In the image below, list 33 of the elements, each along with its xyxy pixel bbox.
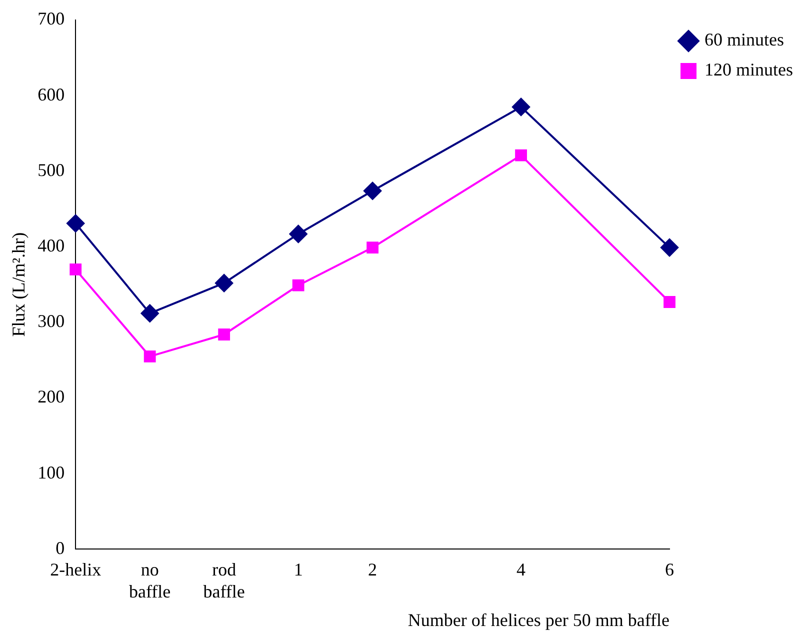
x-tick-label: 4	[516, 560, 526, 580]
point	[70, 264, 82, 276]
point	[664, 296, 676, 308]
point	[289, 224, 308, 243]
y-tick-label: 0	[56, 538, 65, 558]
point	[660, 238, 679, 257]
y-tick-label: 700	[38, 8, 65, 29]
point	[144, 350, 156, 362]
y-tick-label: 100	[38, 462, 65, 482]
y-tick-label: 200	[38, 386, 65, 407]
y-tick-label: 500	[38, 160, 65, 180]
x-tick-label: 2	[368, 560, 378, 580]
x-axis-title: Number of helices per 50 mm baffle	[408, 610, 670, 630]
point	[292, 279, 304, 292]
point	[364, 182, 382, 200]
y-tick-label: 400	[38, 236, 65, 256]
x-tick-label: 6	[665, 560, 674, 580]
point	[140, 304, 159, 322]
x-tick-label: 1	[294, 560, 303, 580]
point	[215, 274, 234, 292]
legend-label: 60 minutes	[704, 30, 784, 50]
x-tick-label: no baffle	[129, 560, 171, 602]
point	[366, 242, 378, 254]
y-tick-label: 300	[38, 311, 65, 332]
point	[218, 328, 230, 340]
legend-label: 120 minutes	[704, 60, 794, 80]
x-tick-label: rod baffle	[203, 560, 245, 602]
y-axis-title: Flux (L/m².hr)	[8, 232, 29, 337]
point	[512, 98, 530, 116]
point	[66, 214, 85, 232]
y-tick-label: 600	[38, 84, 65, 104]
x-tick-label: 2-helix	[50, 560, 102, 580]
point	[515, 149, 527, 162]
